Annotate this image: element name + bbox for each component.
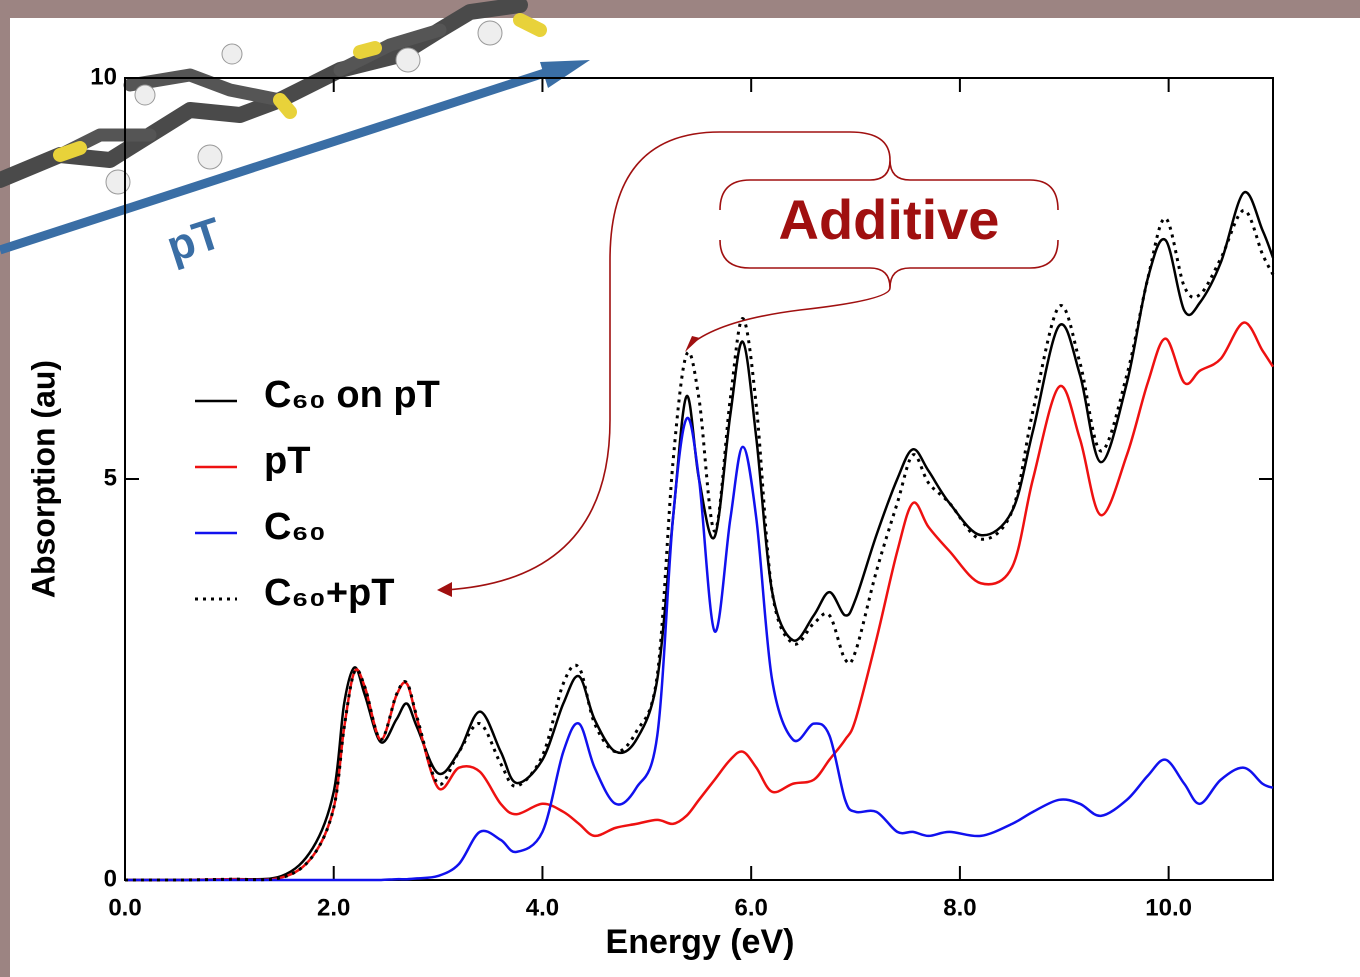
y-tick-label: 10 [90, 63, 117, 90]
legend-label: pT [264, 440, 310, 482]
y-tick-label: 0 [104, 865, 117, 892]
legend-label: C₆₀+pT [264, 572, 394, 614]
x-tick-label: 8.0 [943, 894, 976, 921]
x-tick-label: 10.0 [1145, 894, 1192, 921]
x-tick-label: 0.0 [108, 894, 141, 921]
legend-label: C₆₀ [264, 506, 326, 548]
legend-label: C₆₀ on pT [264, 374, 440, 416]
y-axis-title: Absorption (au) [25, 360, 61, 598]
x-tick-label: 6.0 [734, 894, 767, 921]
x-tick-label: 2.0 [317, 894, 350, 921]
annotation: Additive [779, 188, 1000, 251]
y-tick-label: 5 [104, 464, 117, 491]
chart: pT Additive Energy (eV) Absorption (au) … [0, 0, 1360, 977]
x-axis-title: Energy (eV) [606, 923, 795, 961]
x-tick-label: 4.0 [526, 894, 559, 921]
frame-top [0, 0, 1360, 18]
frame-left [0, 0, 10, 977]
